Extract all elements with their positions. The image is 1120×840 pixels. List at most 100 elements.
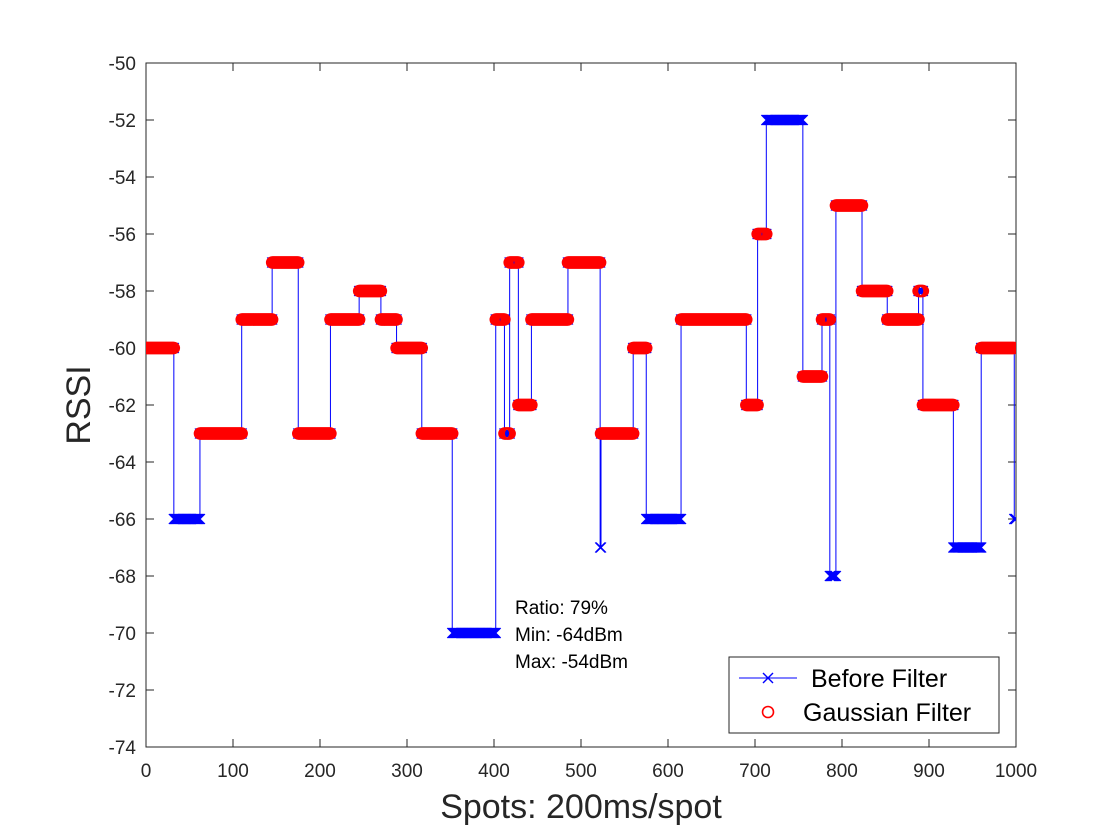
before-filter-point: [191, 513, 203, 525]
before-filter-point: [826, 570, 837, 582]
gaussian-filter-point: [751, 398, 764, 412]
gaussian-filter-point: [265, 313, 279, 326]
y-tick-label: -50: [109, 54, 136, 75]
before-filter-point: [1008, 513, 1016, 525]
before-filter-point: [827, 570, 838, 582]
gaussian-filter-point: [235, 427, 248, 440]
y-tick-label: -72: [109, 681, 136, 702]
before-filter-point: [796, 114, 808, 126]
annotation-min: Min: -64dBm: [515, 625, 623, 646]
gaussian-filter-point: [374, 284, 388, 298]
gaussian-filter-point: [167, 341, 181, 355]
before-filter-point: [1010, 513, 1016, 525]
before-filter-point: [487, 627, 499, 639]
gaussian-filter-point: [292, 256, 305, 269]
gaussian-filter-point: [561, 313, 575, 326]
gaussian-filter-point: [855, 199, 869, 212]
y-tick-label: -74: [109, 738, 137, 759]
before-filter-point: [486, 627, 498, 639]
before-filter-point: [489, 627, 501, 639]
x-tick-label: 400: [478, 761, 510, 782]
gaussian-filter-point: [512, 256, 525, 269]
x-tick-label: 900: [913, 761, 945, 782]
gaussian-filter-point: [823, 313, 837, 326]
y-tick-label: -52: [109, 111, 136, 132]
before-filter-point: [973, 542, 985, 553]
gaussian-filter-point: [916, 284, 930, 298]
before-filter-point: [674, 513, 686, 525]
before-filter-point: [193, 513, 205, 525]
y-tick-label: -70: [109, 624, 136, 645]
gaussian-filter-point: [324, 427, 337, 440]
y-tick-label: -54: [109, 168, 137, 189]
gaussian-filter-point: [415, 341, 429, 355]
x-tick-label: 800: [826, 761, 858, 782]
before-filter-point: [485, 627, 496, 639]
before-filter-point: [670, 513, 682, 525]
before-filter-point: [671, 513, 683, 525]
before-filter-point: [828, 570, 840, 582]
legend-box: [728, 656, 1000, 734]
before-filter-point: [490, 627, 502, 639]
legend-before-marker: [762, 672, 774, 684]
before-filter-point: [795, 114, 807, 126]
before-filter-point: [192, 513, 204, 525]
before-filter-point: [594, 542, 606, 553]
before-filter-point: [595, 542, 607, 553]
gaussian-filter-point: [503, 427, 516, 440]
y-tick-label: -68: [109, 567, 136, 588]
before-filter-point: [672, 513, 683, 525]
gaussian-filter-point: [912, 313, 925, 326]
plot-area: [145, 62, 1017, 748]
y-tick-label: -60: [109, 339, 136, 360]
before-filter-point: [827, 570, 839, 582]
before-filter-point: [792, 114, 804, 126]
x-tick-label: 600: [652, 761, 684, 782]
before-filter-point: [190, 513, 202, 525]
gaussian-filter-point: [626, 427, 640, 440]
before-filter-point: [829, 570, 841, 582]
before-filter-point: [488, 627, 500, 639]
before-filter-point: [974, 542, 986, 553]
before-filter-point: [975, 542, 987, 553]
before-filter-point: [970, 542, 982, 553]
y-tick-label: -66: [109, 510, 136, 531]
gaussian-filter-point: [760, 227, 773, 241]
y-axis-label: RSSI: [60, 365, 98, 444]
before-filter-point: [485, 627, 497, 639]
gaussian-filter-point: [740, 313, 753, 326]
annotation-ratio: Ratio: 79%: [515, 598, 608, 619]
x-tick-label: 0: [141, 761, 152, 782]
x-tick-label: 200: [304, 761, 336, 782]
legend-gaussian-marker: [761, 705, 775, 719]
gaussian-filter-point: [498, 313, 511, 326]
gaussian-filter-point: [815, 370, 829, 383]
y-tick-label: -58: [109, 282, 136, 303]
x-tick-label: 500: [565, 761, 597, 782]
before-filter-point: [675, 513, 687, 525]
before-filter-point: [971, 542, 983, 553]
annotation-max: Max: -54dBm: [515, 652, 628, 673]
gaussian-filter-point: [593, 256, 607, 269]
y-tick-label: -64: [109, 453, 137, 474]
before-filter-point: [1009, 513, 1016, 525]
before-filter-point: [972, 542, 984, 553]
x-tick-label: 100: [217, 761, 249, 782]
legend: Before Filter Gaussian Filter: [728, 656, 1000, 734]
before-filter-point: [797, 114, 809, 126]
before-filter-point: [194, 513, 206, 525]
legend-before-label: Before Filter: [811, 665, 947, 693]
before-filter-point: [830, 570, 842, 582]
x-tick-label: 1000: [995, 761, 1037, 782]
before-filter-point: [673, 513, 684, 525]
gaussian-filter-point: [1008, 341, 1016, 355]
before-filter-point: [793, 114, 805, 126]
gaussian-filter-point: [525, 398, 538, 412]
gaussian-filter-point: [947, 398, 960, 412]
x-tick-label: 700: [739, 761, 771, 782]
y-tick-label: -62: [109, 396, 136, 417]
gaussian-filter-point: [445, 427, 459, 440]
ticks: 0 100 200 300 400 500 600 700 800 900 1000 -74 -72 -7…: [109, 54, 1038, 782]
before-filter-point: [974, 542, 985, 553]
